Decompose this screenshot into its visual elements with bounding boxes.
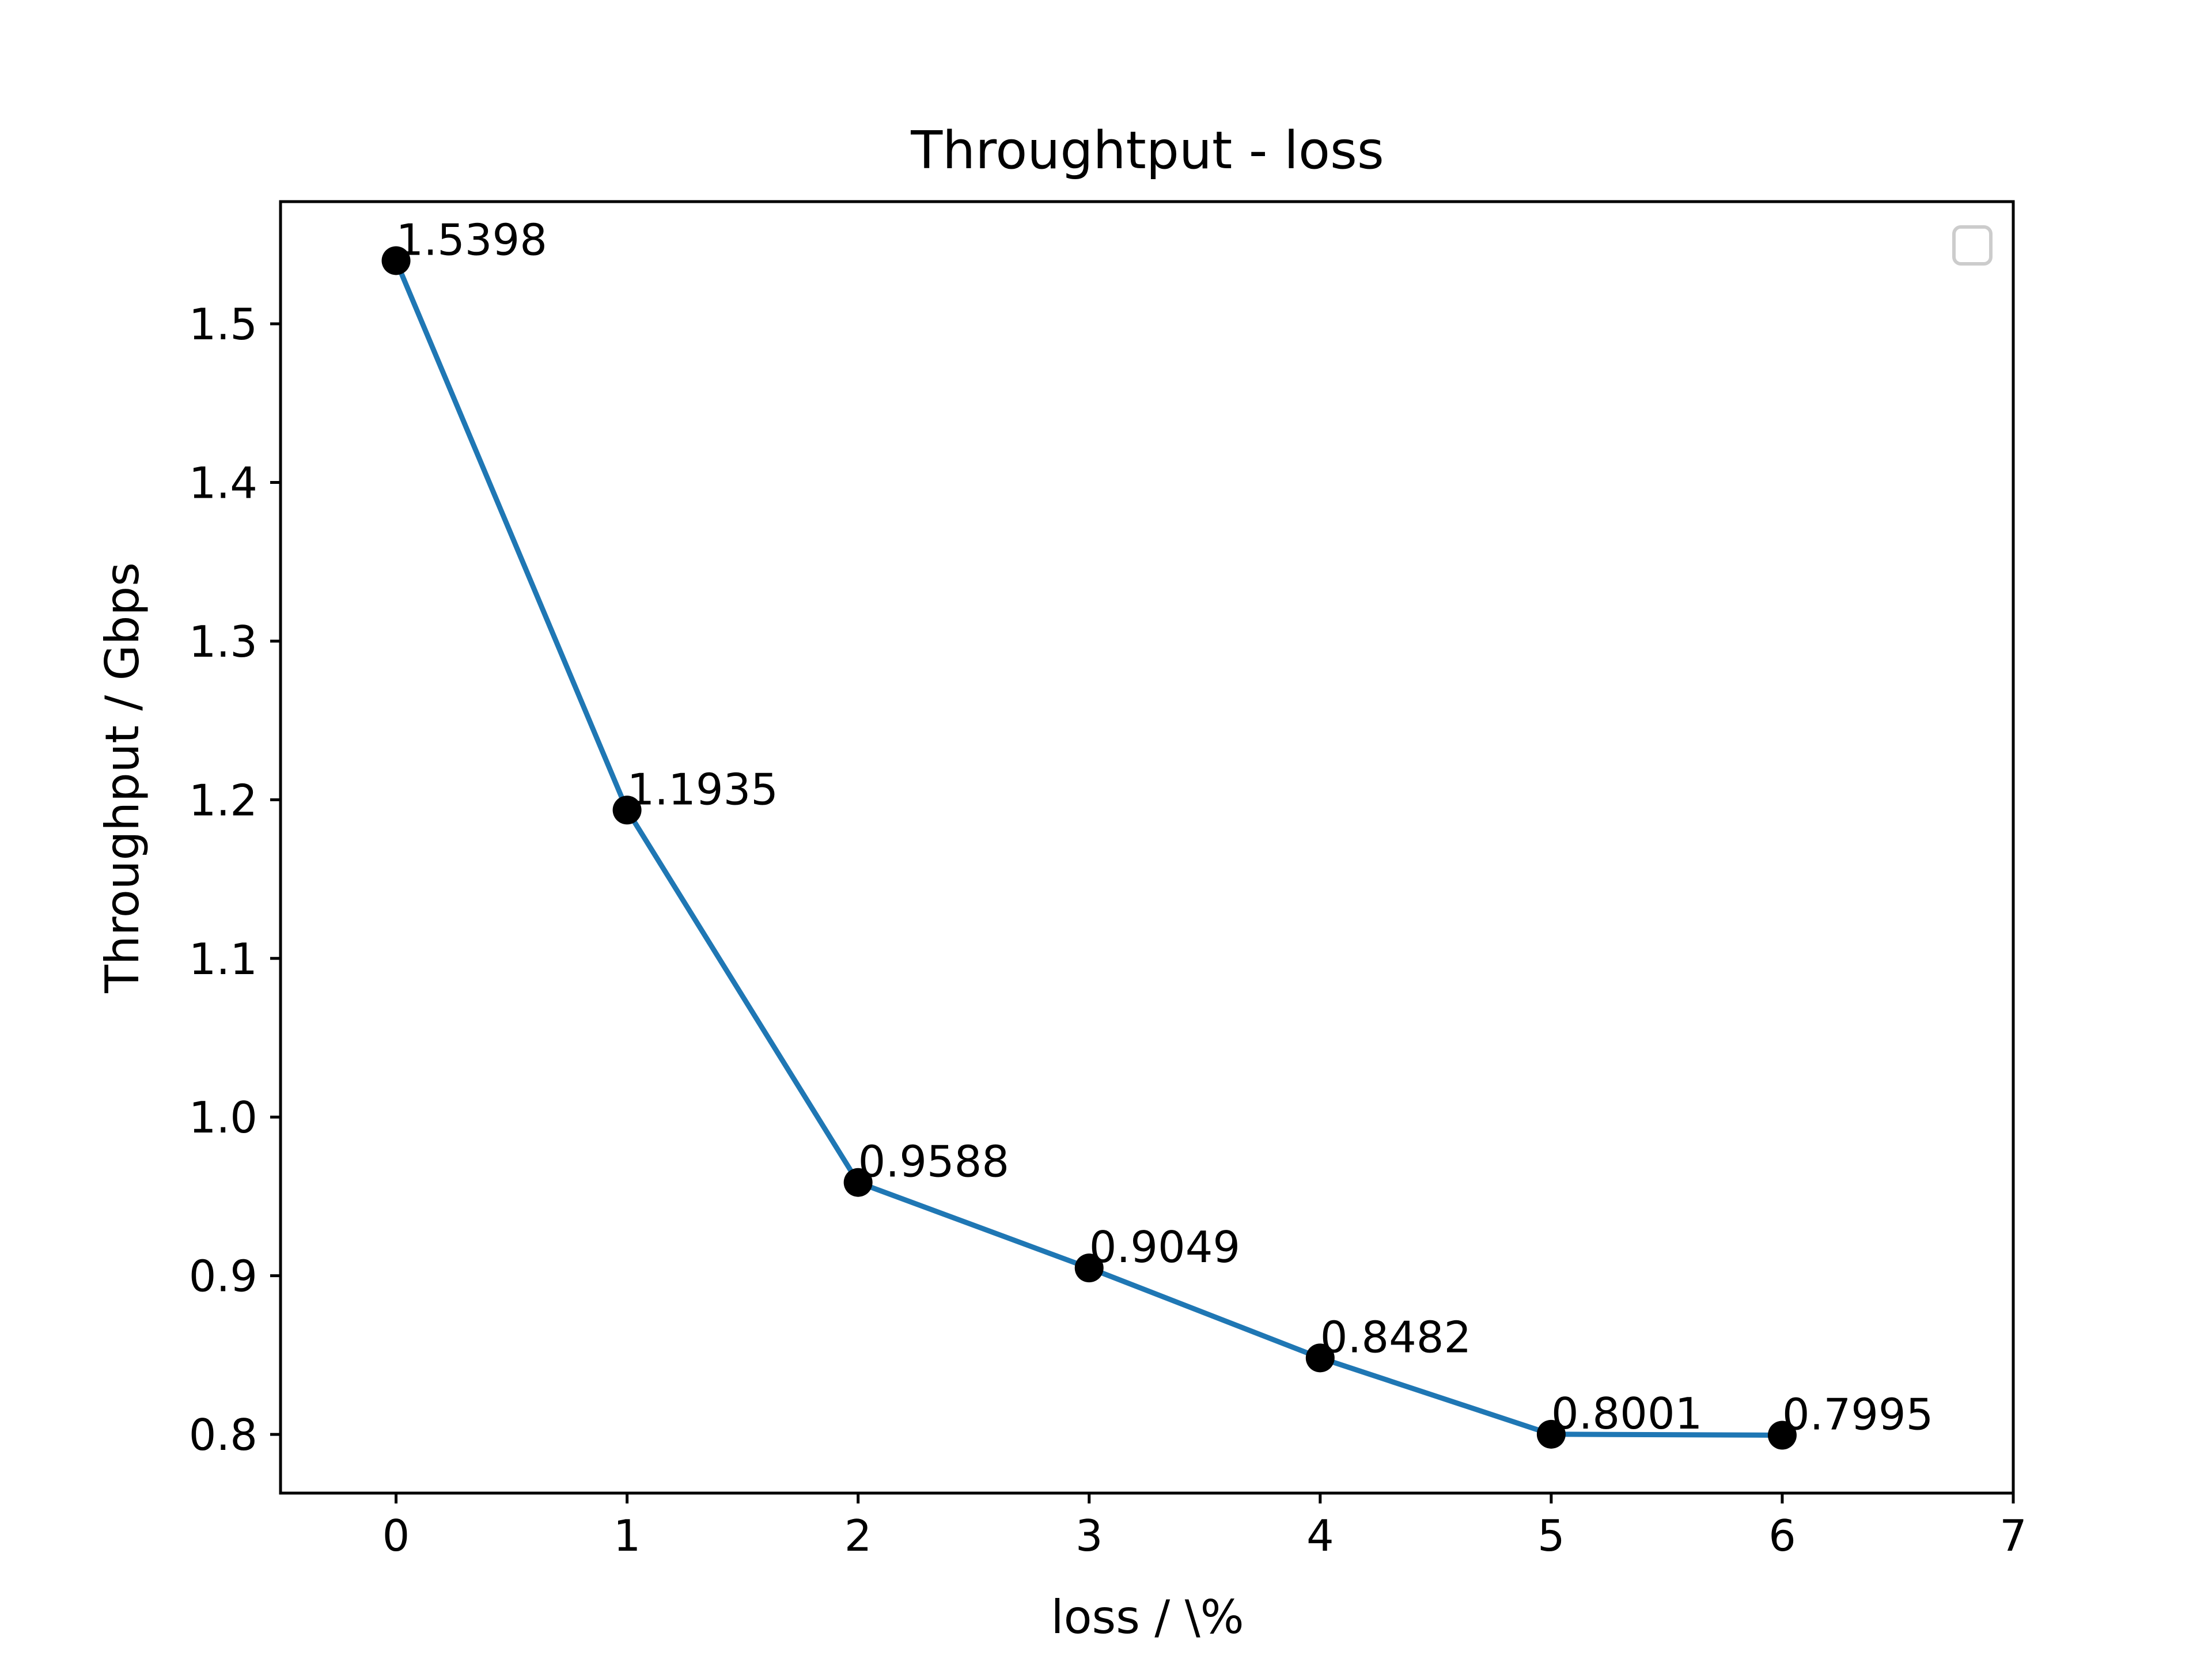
data-point — [843, 1168, 873, 1197]
data-point — [381, 246, 411, 275]
chart-title: Throughtput - loss — [910, 120, 1384, 181]
data-point — [1305, 1343, 1335, 1373]
x-tick-label: 3 — [1075, 1510, 1103, 1561]
series-line — [381, 246, 1797, 1450]
y-tick-label: 1.1 — [189, 934, 257, 984]
y-tick-label: 0.9 — [189, 1251, 257, 1302]
y-tick-label: 1.2 — [189, 775, 257, 825]
y-tick-label: 1.0 — [189, 1092, 257, 1143]
y-tick-label: 1.3 — [189, 616, 257, 667]
x-tick-label: 1 — [613, 1510, 641, 1561]
x-tick-label: 6 — [1768, 1510, 1796, 1561]
data-label: 0.7995 — [1782, 1389, 1933, 1440]
x-tick-label: 5 — [1537, 1510, 1565, 1561]
x-axis: 0 1 2 3 4 5 6 7 — [382, 1493, 2027, 1561]
y-tick-label: 1.4 — [189, 458, 257, 509]
data-label: 1.5398 — [396, 214, 547, 265]
data-label: 1.1935 — [627, 764, 778, 815]
x-tick-label: 2 — [844, 1510, 872, 1561]
y-axis-label: Throughput / Gbps — [96, 562, 149, 994]
data-point — [612, 796, 642, 825]
x-tick-label: 7 — [1999, 1510, 2027, 1561]
x-axis-label: loss / \% — [1051, 1590, 1244, 1644]
data-label: 0.9588 — [858, 1137, 1009, 1187]
legend-box — [1952, 225, 1993, 266]
data-labels: 1.5398 1.1935 0.9588 0.9049 0.8482 0.8001 0.79… — [396, 214, 1934, 1440]
y-tick-label: 1.5 — [189, 299, 257, 350]
data-label: 0.8482 — [1320, 1312, 1471, 1362]
axes-frame — [279, 200, 2015, 1495]
data-point — [1536, 1419, 1566, 1449]
y-tick-label: 0.8 — [189, 1410, 257, 1460]
y-axis: 0.8 0.9 1.0 1.1 1.2 1.3 1.4 1.5 — [189, 299, 281, 1460]
data-point — [1767, 1421, 1797, 1450]
x-tick-label: 4 — [1306, 1510, 1334, 1561]
data-point — [1074, 1253, 1104, 1283]
plot-area — [279, 200, 2015, 1495]
data-label: 0.8001 — [1551, 1388, 1702, 1439]
x-tick-label: 0 — [382, 1510, 410, 1561]
data-label: 0.9049 — [1089, 1222, 1240, 1272]
